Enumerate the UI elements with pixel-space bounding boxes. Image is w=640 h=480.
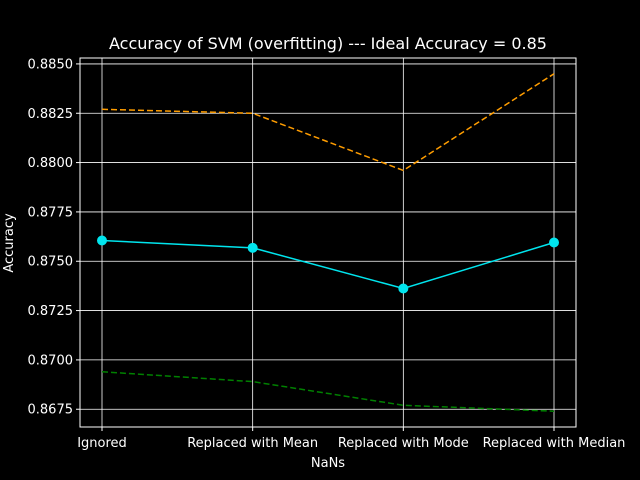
y-tick-label: 0.8825 [28, 107, 74, 122]
y-tick-label: 0.8850 [28, 57, 74, 72]
y-axis-label: Accuracy [2, 213, 17, 273]
x-tick-label: Replaced with Mean [187, 436, 318, 451]
plot-area: Ignored Replaced with Mean Replaced with M… [28, 57, 626, 451]
series-line-1 [101, 239, 555, 290]
series-line-2 [101, 73, 555, 172]
data-point [549, 237, 559, 248]
data-point [247, 242, 258, 253]
x-axis-label: NaNs [311, 456, 345, 471]
data-point [97, 235, 107, 246]
y-tick-label: 0.8800 [28, 156, 74, 171]
y-tick-label: 0.8725 [28, 304, 74, 319]
y-tick-label: 0.8675 [28, 403, 74, 418]
y-tick-label: 0.8700 [28, 353, 74, 368]
x-tick-label: Ignored [77, 436, 127, 451]
data-point [398, 283, 409, 294]
x-tick-label: Replaced with Median [483, 436, 626, 451]
y-tick-label: 0.8750 [28, 255, 74, 270]
series-line-3 [101, 371, 555, 412]
chart-title: Accuracy of SVM (overfitting) --- Ideal … [109, 34, 547, 53]
x-tick-label: Replaced with Mode [338, 436, 469, 451]
axes-frame [79, 57, 577, 428]
y-tick-label: 0.8775 [28, 205, 74, 220]
